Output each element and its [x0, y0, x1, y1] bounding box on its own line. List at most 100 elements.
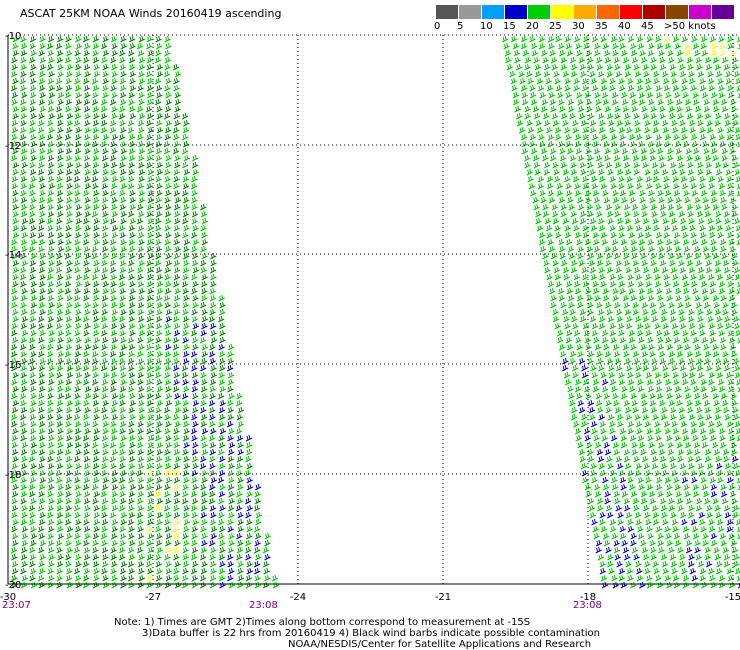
wind-barb — [92, 343, 99, 351]
wind-barb — [560, 301, 567, 309]
wind-barb — [582, 476, 589, 484]
wind-barb — [637, 378, 644, 386]
wind-barb — [637, 385, 645, 393]
wind-barb — [706, 364, 713, 372]
wind-barb — [146, 294, 154, 302]
wind-barb — [147, 497, 155, 505]
wind-barb — [228, 539, 235, 547]
wind-barb — [705, 448, 712, 456]
wind-barb — [102, 399, 110, 407]
wind-barb — [11, 392, 18, 400]
wind-barb — [10, 70, 18, 78]
wind-barb — [590, 462, 597, 470]
wind-barb — [173, 84, 180, 92]
wind-barb — [620, 483, 627, 491]
wind-barb — [618, 378, 626, 386]
wind-barb — [638, 245, 646, 253]
wind-barb — [92, 392, 99, 400]
wind-barb — [56, 420, 63, 428]
wind-barb — [692, 532, 700, 540]
wind-barb — [199, 336, 207, 344]
wind-barb — [11, 497, 18, 505]
wind-barb — [100, 98, 108, 106]
wind-barb — [629, 91, 636, 99]
wind-barb — [137, 434, 144, 442]
wind-barb — [687, 168, 695, 176]
wind-barb — [39, 91, 47, 99]
wind-barb — [21, 91, 28, 99]
wind-barb — [129, 84, 137, 92]
wind-barb — [676, 105, 683, 113]
wind-barb — [12, 231, 20, 239]
wind-barb — [75, 161, 82, 169]
wind-barb — [199, 553, 207, 561]
wind-barb — [155, 133, 163, 141]
wind-barb — [736, 526, 740, 533]
wind-barb — [577, 399, 585, 407]
wind-barb — [155, 525, 162, 533]
wind-barb — [128, 35, 136, 43]
wind-barb — [604, 490, 611, 498]
wind-barb — [154, 343, 162, 351]
wind-barb — [236, 392, 243, 400]
wind-barb — [698, 511, 706, 519]
wind-barb — [183, 224, 190, 232]
wind-barb — [565, 140, 573, 148]
wind-barb — [600, 280, 607, 288]
wind-barb — [209, 308, 216, 316]
wind-barb — [201, 518, 208, 526]
wind-barb — [538, 133, 545, 141]
wind-barb — [137, 525, 144, 533]
wind-barb — [146, 392, 154, 400]
wind-barb — [128, 511, 136, 519]
wind-barb — [111, 133, 119, 141]
wind-barb — [119, 490, 126, 498]
wind-barb — [93, 70, 101, 78]
wind-barb — [56, 518, 63, 526]
wind-barb — [688, 553, 695, 561]
wind-barb — [571, 63, 578, 71]
wind-barb — [155, 539, 163, 547]
wind-barb — [129, 329, 136, 337]
wind-barb — [165, 420, 172, 428]
wind-barb — [146, 378, 153, 386]
wind-barb — [686, 259, 694, 267]
wind-barb — [720, 392, 728, 400]
wind-barb — [733, 266, 740, 274]
wind-barb — [580, 168, 587, 176]
lon-label: -15 — [725, 592, 740, 603]
wind-barb — [548, 245, 556, 253]
wind-barb — [74, 238, 81, 246]
wind-barb — [156, 91, 163, 99]
wind-barb — [172, 315, 180, 323]
wind-barb — [218, 574, 226, 582]
wind-barb — [728, 581, 736, 589]
wind-barb — [632, 350, 640, 358]
wind-barb — [137, 280, 145, 288]
wind-barb — [614, 63, 621, 71]
wind-barb — [666, 343, 674, 351]
wind-barb — [93, 329, 100, 337]
wind-barb — [75, 231, 82, 239]
wind-barb — [12, 42, 19, 50]
wind-barb — [111, 105, 118, 113]
wind-barb — [667, 196, 674, 204]
wind-barb — [630, 245, 638, 253]
wind-barb — [714, 504, 721, 512]
wind-barb — [595, 539, 603, 547]
wind-barb — [593, 336, 600, 344]
wind-barb — [200, 546, 208, 554]
wind-barb — [649, 399, 657, 407]
wind-barb — [237, 420, 245, 428]
wind-barb — [704, 406, 712, 414]
wind-barb — [200, 266, 207, 274]
wind-barb — [147, 448, 154, 456]
wind-barb — [730, 441, 737, 449]
wind-barb — [111, 525, 118, 533]
wind-barb — [587, 301, 594, 309]
wind-barb — [731, 546, 739, 554]
wind-barb — [128, 476, 135, 484]
wind-barb — [174, 154, 181, 162]
wind-barb — [29, 70, 36, 78]
wind-barb — [571, 406, 578, 414]
